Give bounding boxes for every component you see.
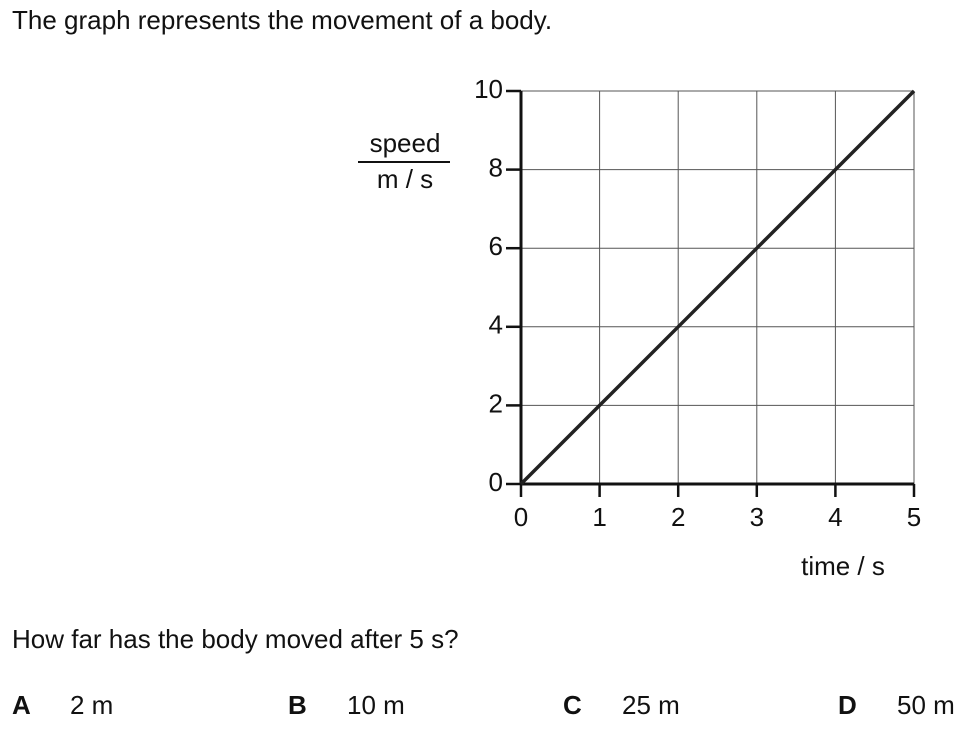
- option-text: 10 m: [347, 690, 405, 720]
- x-tick-label: 2: [671, 502, 685, 532]
- y-tick-label: 6: [489, 231, 503, 261]
- option-letter: B: [288, 690, 307, 720]
- y-tick-label: 0: [489, 467, 503, 497]
- x-label: time / s: [801, 551, 885, 581]
- y-tick-label: 8: [489, 152, 503, 182]
- x-tick-label: 4: [828, 502, 842, 532]
- y-tick-label: 2: [489, 388, 503, 418]
- intro: The graph represents the movement of a b…: [12, 5, 552, 35]
- option-text: 2 m: [70, 690, 113, 720]
- question: How far has the body moved after 5 s?: [12, 624, 459, 654]
- option-letter: A: [12, 690, 31, 720]
- data-line: [519, 89, 916, 486]
- x-tick-label: 0: [514, 502, 528, 532]
- option-text: 25 m: [622, 690, 680, 720]
- y-label-unit: m / s: [377, 164, 433, 194]
- option-letter: C: [563, 690, 582, 720]
- y-tick-label: 4: [489, 310, 503, 340]
- option-letter: D: [838, 690, 857, 720]
- x-tick-label: 3: [750, 502, 764, 532]
- x-tick-label: 5: [907, 502, 921, 532]
- option-text: 50 m: [897, 690, 955, 720]
- y-label-quantity: speed: [370, 128, 441, 158]
- x-tick-label: 1: [592, 502, 606, 532]
- y-tick-label: 10: [474, 74, 503, 104]
